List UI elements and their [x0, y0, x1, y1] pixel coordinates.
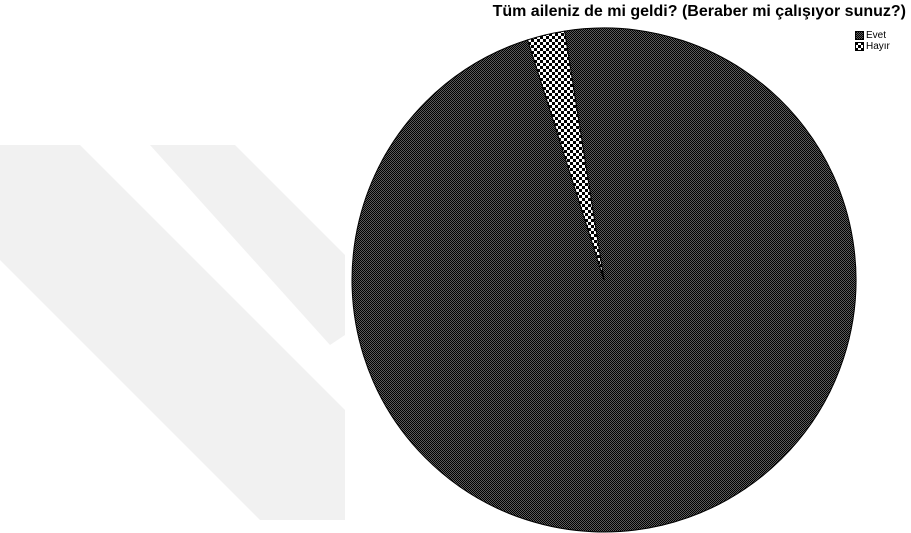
legend-swatch-hayir	[855, 42, 864, 51]
legend: Evet Hayır	[855, 30, 890, 52]
chart-title: Tüm aileniz de mi geldi? (Beraber mi çal…	[492, 3, 906, 20]
legend-item-hayir: Hayır	[855, 41, 890, 52]
pie-slice-hay-r	[527, 30, 605, 281]
legend-label-hayir: Hayır	[866, 41, 890, 52]
legend-item-evet: Evet	[855, 30, 890, 41]
legend-label-evet: Evet	[866, 30, 887, 41]
pie-slices	[351, 27, 857, 533]
legend-swatch-evet	[855, 31, 864, 40]
